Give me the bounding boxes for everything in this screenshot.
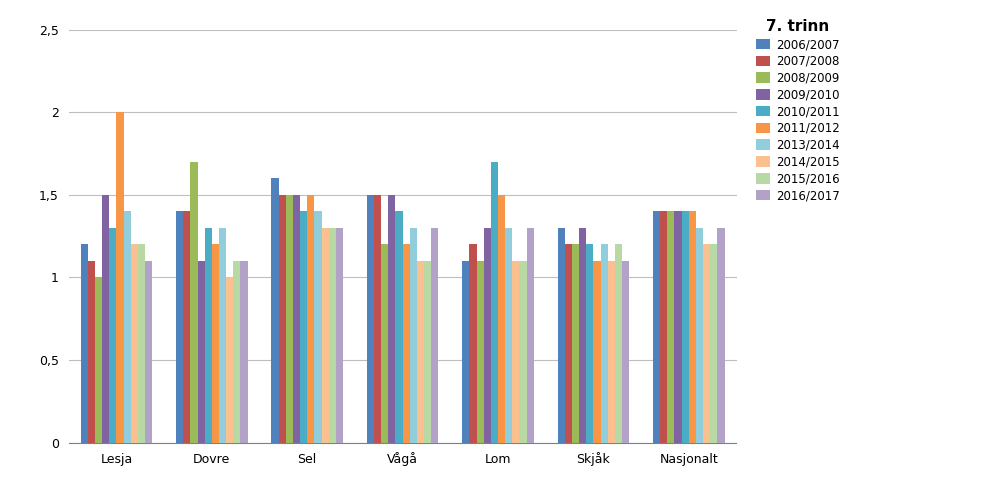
Bar xyxy=(212,245,219,443)
Bar xyxy=(615,245,622,443)
Bar xyxy=(300,212,307,443)
Bar xyxy=(204,228,212,443)
Bar xyxy=(81,245,87,443)
Bar xyxy=(117,112,124,443)
Bar xyxy=(184,212,191,443)
Bar xyxy=(513,261,519,443)
Bar xyxy=(388,195,396,443)
Bar xyxy=(307,195,314,443)
Bar xyxy=(601,245,608,443)
Bar xyxy=(286,195,293,443)
Bar xyxy=(124,212,131,443)
Bar xyxy=(219,228,226,443)
Bar xyxy=(688,212,696,443)
Bar xyxy=(374,195,381,443)
Bar xyxy=(586,245,593,443)
Bar xyxy=(197,261,204,443)
Bar xyxy=(131,245,137,443)
Bar xyxy=(653,212,660,443)
Bar xyxy=(293,195,300,443)
Bar xyxy=(484,228,491,443)
Bar xyxy=(95,277,102,443)
Bar xyxy=(314,212,321,443)
Bar xyxy=(668,212,675,443)
Bar xyxy=(321,228,329,443)
Bar xyxy=(409,228,417,443)
Bar xyxy=(565,245,572,443)
Bar xyxy=(396,212,403,443)
Bar xyxy=(102,195,109,443)
Bar xyxy=(403,245,409,443)
Bar xyxy=(336,228,343,443)
Bar xyxy=(417,261,424,443)
Bar xyxy=(572,245,579,443)
Bar xyxy=(703,245,710,443)
Bar xyxy=(660,212,668,443)
Bar xyxy=(498,195,505,443)
Bar xyxy=(137,245,145,443)
Bar xyxy=(191,162,197,443)
Bar xyxy=(176,212,184,443)
Bar xyxy=(622,261,629,443)
Bar xyxy=(593,261,601,443)
Bar xyxy=(463,261,469,443)
Bar xyxy=(476,261,484,443)
Bar xyxy=(491,162,498,443)
Bar xyxy=(87,261,95,443)
Bar xyxy=(271,178,279,443)
Bar xyxy=(329,228,336,443)
Bar xyxy=(381,245,388,443)
Bar xyxy=(241,261,247,443)
Bar xyxy=(579,228,586,443)
Bar xyxy=(558,228,565,443)
Bar xyxy=(367,195,374,443)
Bar xyxy=(469,245,476,443)
Bar xyxy=(234,261,241,443)
Bar xyxy=(682,212,688,443)
Bar xyxy=(505,228,513,443)
Bar xyxy=(526,228,534,443)
Bar xyxy=(431,228,438,443)
Bar xyxy=(424,261,431,443)
Bar xyxy=(608,261,615,443)
Legend: 2006/2007, 2007/2008, 2008/2009, 2009/2010, 2010/2011, 2011/2012, 2013/2014, 201: 2006/2007, 2007/2008, 2008/2009, 2009/20… xyxy=(752,16,844,206)
Bar xyxy=(109,228,117,443)
Bar xyxy=(675,212,682,443)
Bar xyxy=(696,228,703,443)
Bar xyxy=(145,261,152,443)
Bar xyxy=(710,245,718,443)
Bar xyxy=(279,195,286,443)
Bar xyxy=(226,277,234,443)
Bar xyxy=(519,261,526,443)
Bar xyxy=(718,228,725,443)
